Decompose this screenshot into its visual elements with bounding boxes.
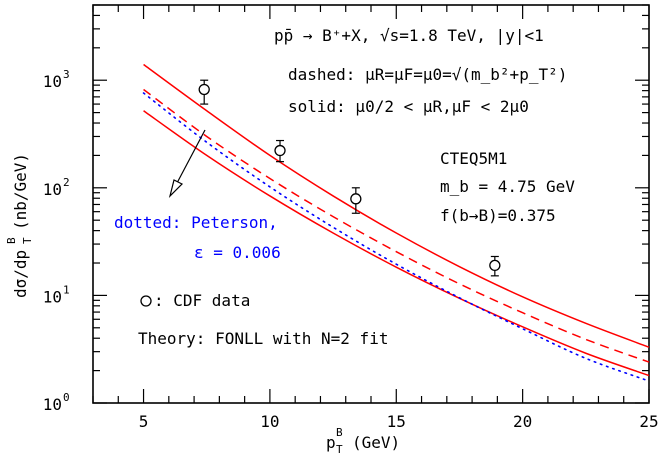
svg-text:p: p (326, 433, 336, 452)
data-point (198, 79, 210, 105)
data-point (274, 139, 286, 163)
dashed-annotation: dashed: μR=μF=μ0=√(m_b²+p_T²) (288, 65, 567, 84)
y-tick-label-exponent: 2 (63, 176, 70, 189)
y-tick-label: 10 2 (43, 176, 70, 199)
y-tick-label-exponent: 0 (63, 391, 70, 404)
x-tick-label: 15 (387, 412, 406, 431)
data-marker (489, 259, 501, 272)
svg-text:(nb/GeV): (nb/GeV) (11, 153, 30, 230)
x-tick-label: 10 (260, 412, 279, 431)
mass-annotation: m_b = 4.75 GeV (440, 177, 575, 196)
x-tick-label: 25 (639, 412, 658, 431)
y-axis-label: dσ/dp T B (nb/GeV) (5, 153, 34, 298)
y-tick-label-base: 10 (43, 72, 62, 91)
svg-text:B: B (336, 426, 343, 439)
frag-annotation: f(b→B)=0.375 (440, 206, 556, 225)
y-tick-label: 10 3 (43, 68, 70, 91)
curve-solid-lower (143, 110, 650, 377)
svg-text:T: T (21, 237, 34, 244)
data-point (350, 187, 362, 214)
y-tick-label: 10 1 (43, 283, 70, 306)
svg-text:B: B (5, 237, 18, 244)
svg-text:dσ/dp: dσ/dp (11, 250, 30, 298)
x-tick-label: 20 (513, 412, 532, 431)
data-point (489, 255, 501, 277)
x-axis-label: p T B (GeV) (326, 426, 400, 456)
pdf-annotation: CTEQ5M1 (440, 149, 507, 168)
y-tick-label: 10 0 (43, 391, 70, 414)
y-tick-label-base: 10 (43, 180, 62, 199)
data-legend-text: : CDF data (154, 291, 250, 310)
data-marker (350, 193, 362, 205)
curve-dashed-central (143, 88, 650, 363)
theory-curves (142, 63, 650, 382)
data-marker (198, 83, 210, 96)
curve-solid-upper (143, 63, 650, 348)
theory-legend-text: Theory: FONLL with N=2 fit (138, 329, 388, 348)
data-marker (274, 144, 286, 157)
process-annotation: pp̄ → B⁺+X, √s=1.8 TeV, |y|<1 (274, 26, 544, 45)
peterson-annotation-line2: ε = 0.006 (194, 243, 281, 262)
y-tick-label-exponent: 1 (63, 283, 70, 296)
axis-ticks (92, 4, 650, 404)
x-tick-label: 5 (139, 412, 149, 431)
y-tick-label-base: 10 (43, 395, 62, 414)
svg-text:(GeV): (GeV) (352, 433, 400, 452)
y-tick-label-exponent: 3 (63, 68, 70, 81)
cdf-data-points (198, 79, 501, 277)
data-legend-marker (140, 295, 152, 307)
curve-dotted-peterson (142, 92, 650, 382)
svg-text:T: T (336, 443, 343, 456)
peterson-annotation-line1: dotted: Peterson, (114, 213, 278, 232)
peterson-arrow (168, 129, 206, 198)
solid-annotation: solid: μ0/2 < μR,μF < 2μ0 (288, 97, 529, 116)
y-tick-label-base: 10 (43, 287, 62, 306)
